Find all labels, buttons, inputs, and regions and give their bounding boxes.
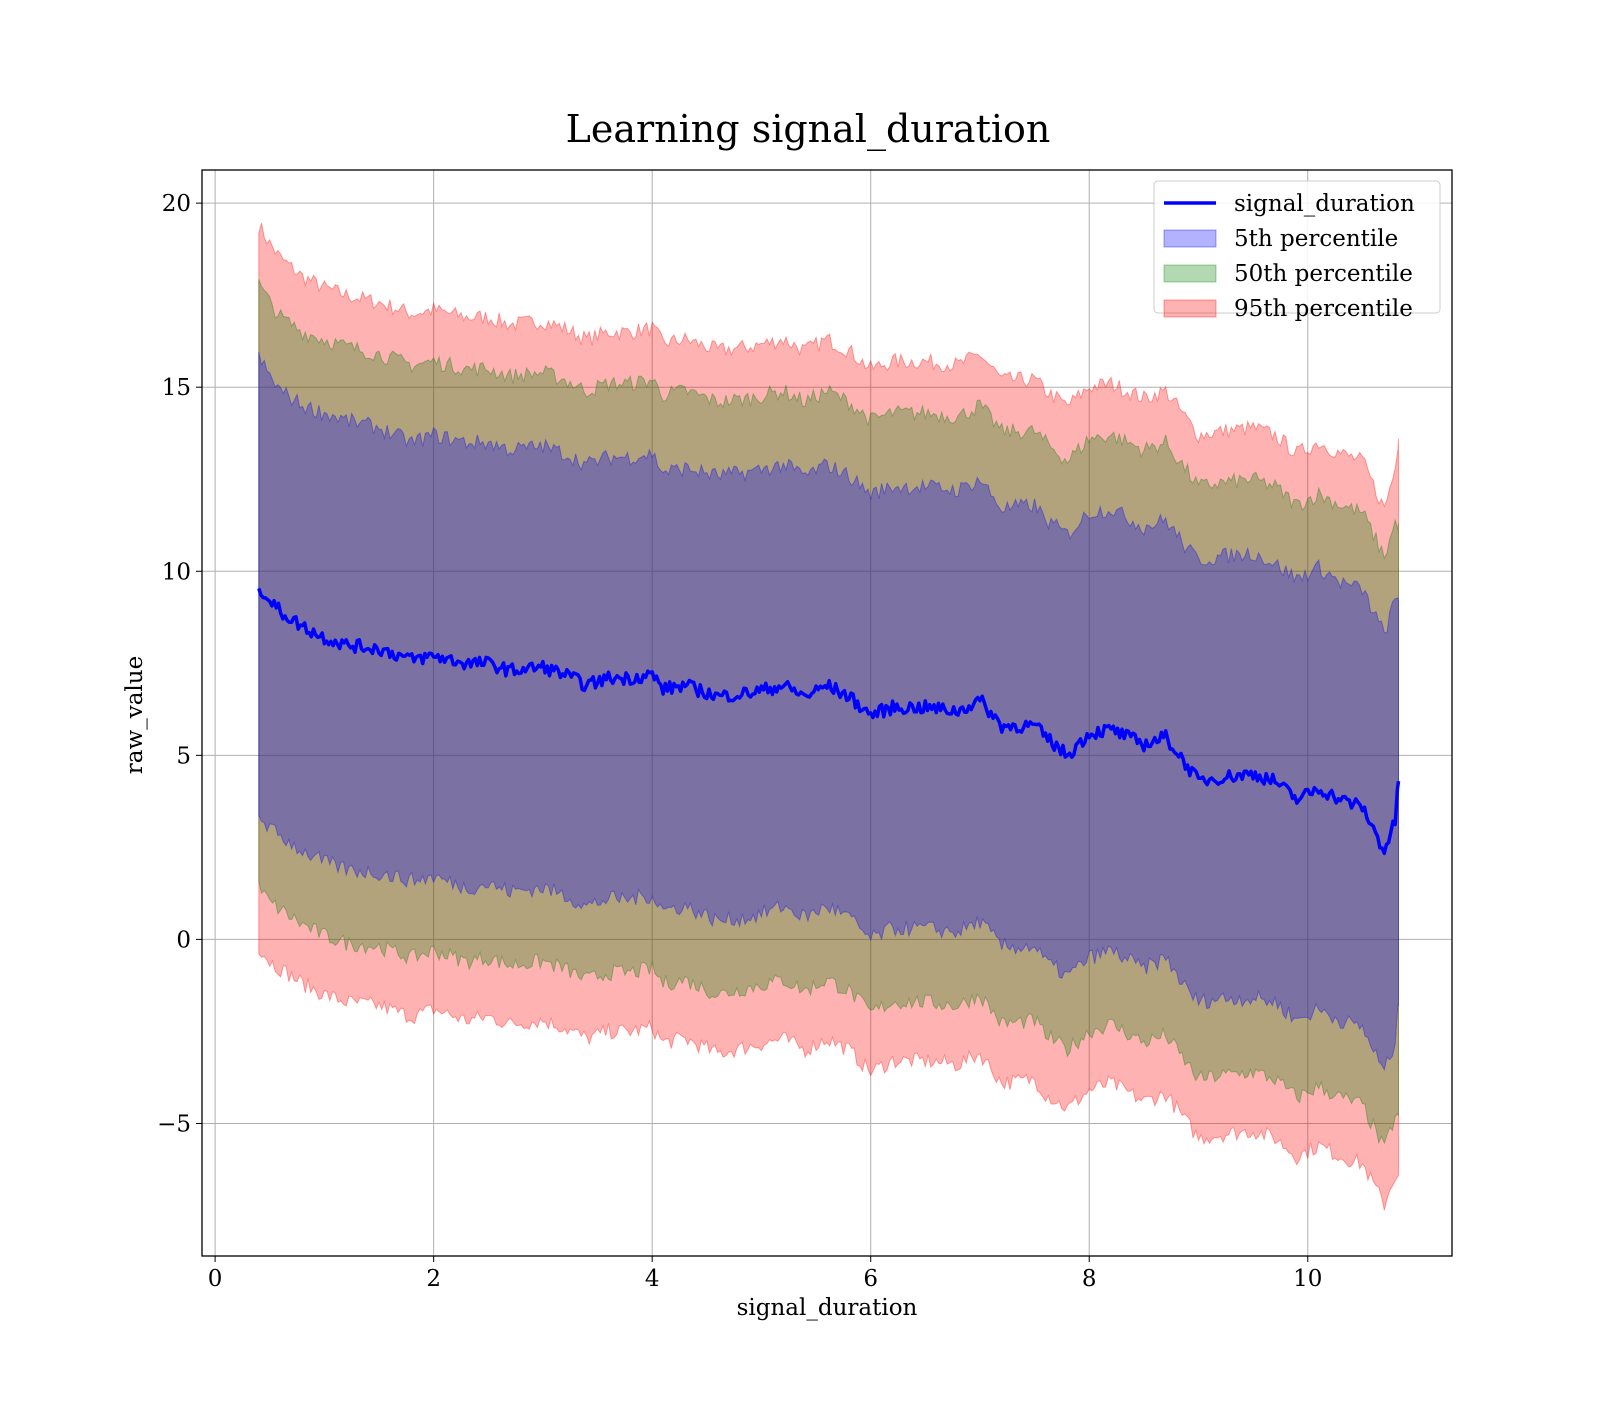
chart-title: Learning signal_duration [566,107,1051,152]
legend-label: signal_duration [1234,191,1415,217]
band-95th-percentile [258,222,1399,1211]
x-tick-label: 8 [1082,1266,1097,1292]
band-50th-percentile [258,279,1399,1145]
legend: signal_duration 5th percentile 50th percen… [1153,180,1441,322]
axis-ticks: 0 2 4 6 8 10 −5 0 5 10 15 20 [157,191,1322,1292]
x-tick-label: 0 [208,1266,223,1292]
x-tick-label: 6 [863,1266,878,1292]
y-tick-label: 0 [176,927,191,953]
legend-label: 95th percentile [1234,296,1413,322]
line-signal_duration [257,587,1401,856]
y-tick-label: 5 [176,743,191,769]
legend-swatch-patch [1163,264,1217,283]
legend-swatch-patch [1163,229,1217,248]
data-lines [257,587,1401,856]
y-tick-label: 15 [162,375,191,401]
x-tick-label: 2 [426,1266,441,1292]
legend-swatch-patch [1163,299,1217,318]
x-tick-label: 4 [645,1266,660,1292]
legend-box [1153,180,1441,314]
legend-label: 5th percentile [1234,226,1398,252]
y-axis-label: raw_value [122,656,148,774]
x-axis-label: signal_duration [737,1295,918,1321]
x-tick-label: 10 [1293,1266,1322,1292]
legend-label: 50th percentile [1234,261,1413,287]
percentile-bands [258,222,1399,1211]
y-tick-label: 20 [162,191,191,217]
plot-frame [201,169,1453,1257]
y-tick-label: −5 [157,1111,191,1137]
grid [202,170,1452,1256]
y-tick-label: 10 [162,559,191,585]
band-5th-percentile [258,351,1399,1072]
